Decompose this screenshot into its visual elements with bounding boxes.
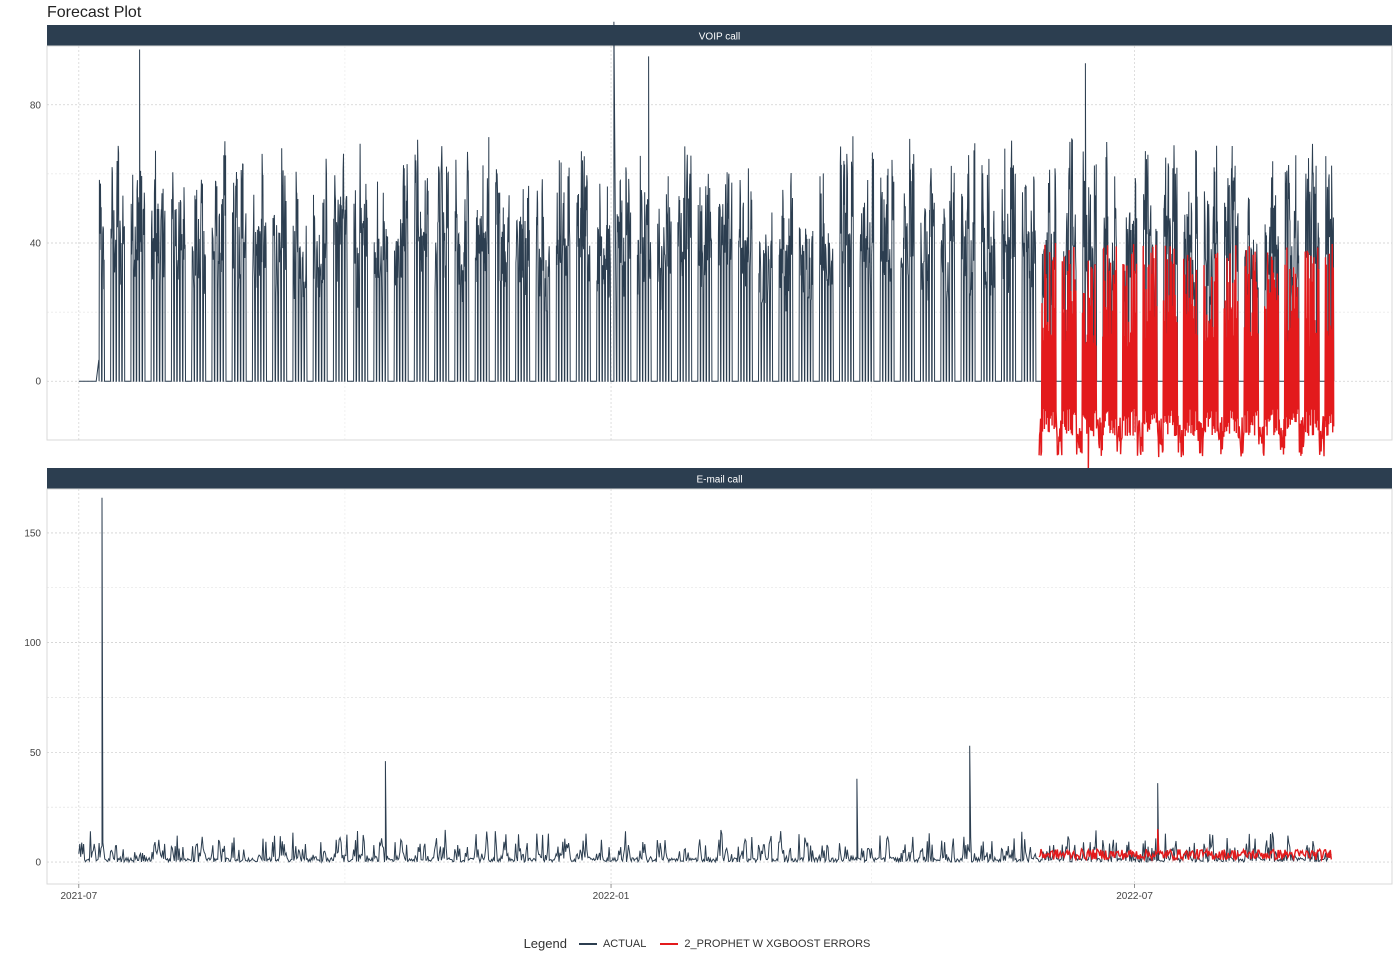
- legend-title: Legend: [523, 936, 567, 951]
- strip-title: E-mail call: [696, 475, 742, 486]
- y-tick-label: 0: [35, 377, 41, 388]
- panel-email: E-mail call 0 50 100 150 2021-07 2022-01 2022-0…: [24, 468, 1393, 902]
- series-forecast-line: [1038, 829, 1332, 863]
- x-tick-label: 2021-07: [60, 891, 97, 902]
- x-tick-label: 2022-01: [593, 891, 630, 902]
- legend-key-forecast: [660, 942, 679, 945]
- y-tick-label: 40: [30, 239, 42, 250]
- legend-item-forecast: 2_PROPHET W XGBOOST ERRORS: [660, 938, 870, 950]
- legend-key-actual: [578, 942, 597, 945]
- strip-header: [47, 468, 1392, 489]
- strip-header: [47, 25, 1392, 46]
- panel-border: [46, 488, 1393, 885]
- strip-title: VOIP call: [699, 32, 741, 43]
- y-tick-label: 100: [24, 638, 41, 649]
- series-actual-line: [78, 21, 1335, 382]
- legend-label-forecast: 2_PROPHET W XGBOOST ERRORS: [684, 937, 871, 950]
- page-title: Forecast Plot: [47, 4, 142, 21]
- y-tick-label: 150: [24, 528, 41, 539]
- legend-item-actual: ACTUAL: [578, 937, 647, 950]
- y-tick-label: 0: [35, 858, 41, 869]
- series-forecast-line: [1038, 243, 1335, 479]
- y-tick-label: 80: [30, 100, 42, 111]
- legend-label-actual: ACTUAL: [602, 937, 647, 950]
- panel-voip: VOIP call 0 40 80: [30, 21, 1393, 479]
- forecast-plot-svg: VOIP call 0 40 80 E-mail call 0 50 100 150 2021-0…: [24, 21, 1393, 902]
- y-tick-label: 50: [30, 748, 42, 759]
- x-tick-label: 2022-07: [1116, 891, 1153, 902]
- legend: Legend ACTUAL 2_PROPHET W XGBOOST ERRORS: [0, 936, 1400, 951]
